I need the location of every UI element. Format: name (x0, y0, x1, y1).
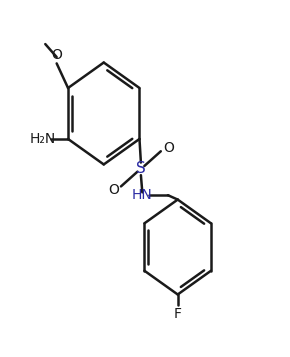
Text: O: O (51, 47, 62, 62)
Text: S: S (136, 161, 146, 176)
Text: O: O (108, 183, 119, 197)
Text: HN: HN (132, 188, 153, 202)
Text: H₂N: H₂N (29, 132, 56, 146)
Text: O: O (163, 141, 174, 155)
Text: F: F (174, 307, 182, 321)
